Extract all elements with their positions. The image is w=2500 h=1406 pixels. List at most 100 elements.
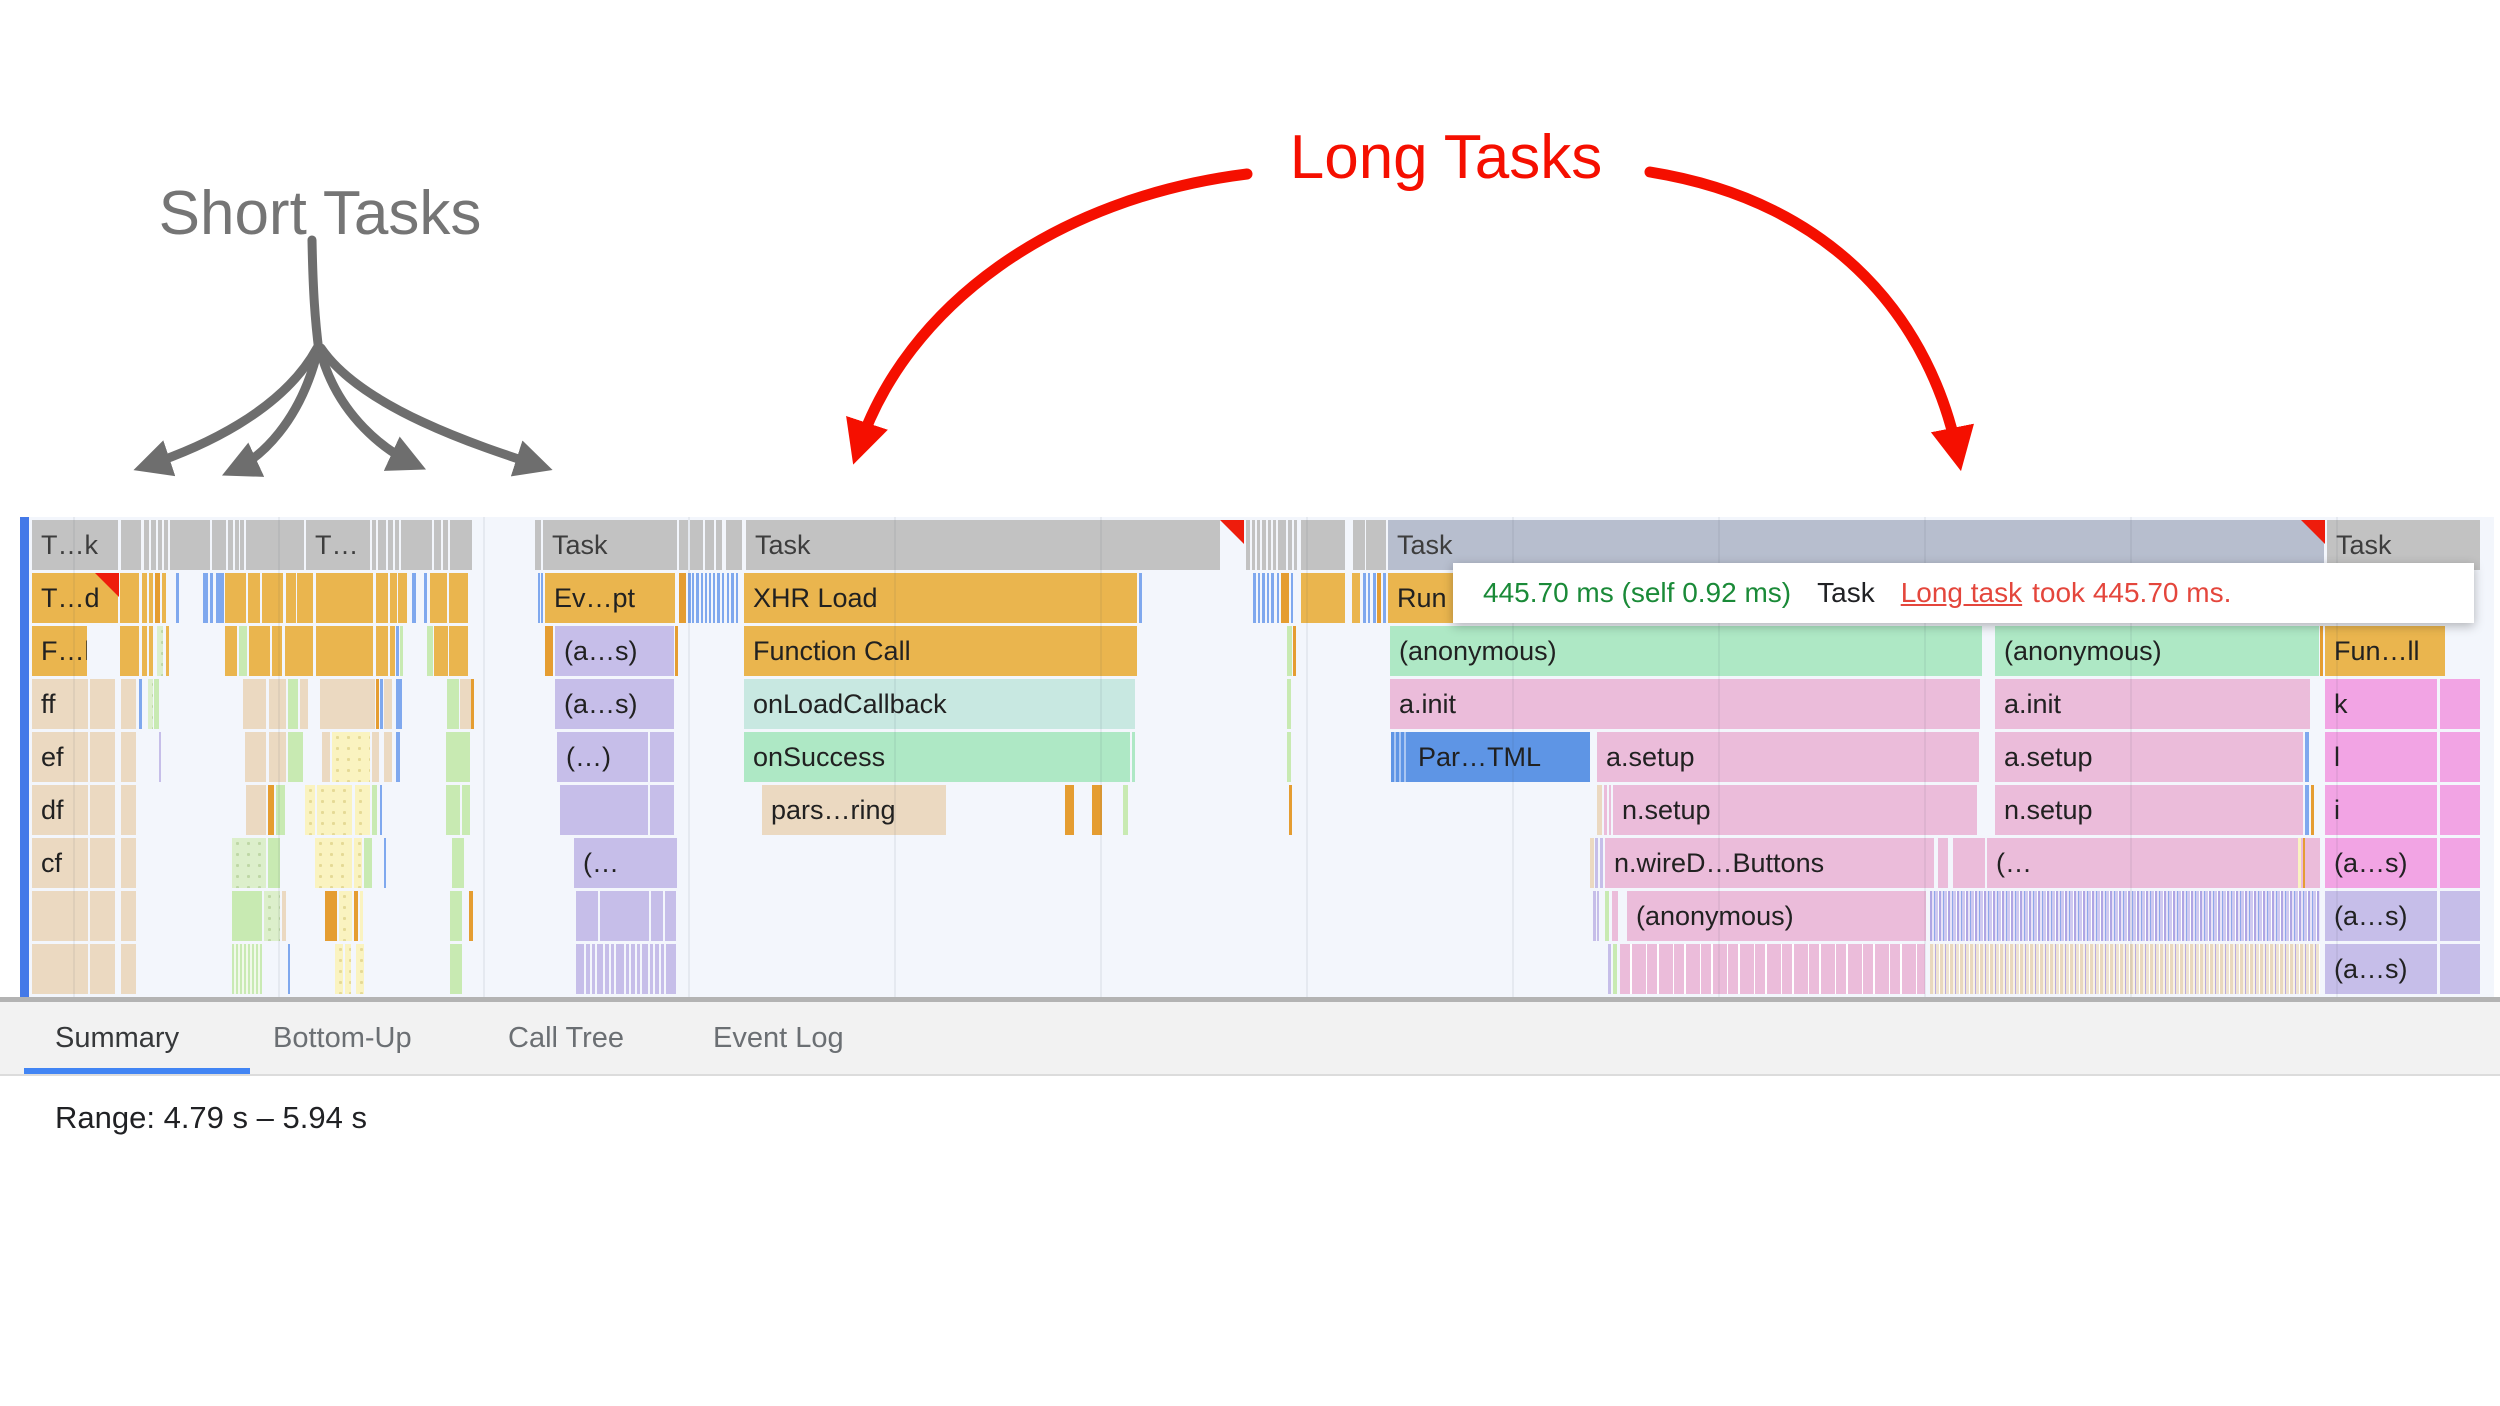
flame-bar[interactable] bbox=[212, 520, 226, 570]
flame-bar[interactable] bbox=[692, 573, 694, 623]
flame-bar[interactable] bbox=[1092, 785, 1102, 835]
flame-bar[interactable] bbox=[288, 944, 290, 994]
flame-bar[interactable] bbox=[158, 520, 162, 570]
flame-bar[interactable] bbox=[390, 626, 395, 676]
flame-bar[interactable] bbox=[1132, 732, 1135, 782]
flame-bar[interactable] bbox=[655, 944, 659, 994]
flame-bar[interactable] bbox=[1252, 520, 1255, 570]
flame-bar--a-s-[interactable]: (a…s) bbox=[555, 679, 674, 729]
flame-bar[interactable] bbox=[2440, 785, 2480, 835]
flame-bar[interactable] bbox=[1257, 520, 1260, 570]
flame-bar[interactable] bbox=[1253, 573, 1256, 623]
flame-bar--[interactable]: (… bbox=[1987, 838, 2320, 888]
flame-bar[interactable] bbox=[600, 891, 649, 941]
flame-bar-pars-ring[interactable]: pars…ring bbox=[762, 785, 946, 835]
flame-bar[interactable] bbox=[1368, 573, 1370, 623]
flame-bar[interactable] bbox=[396, 626, 399, 676]
flame-bar[interactable] bbox=[1600, 838, 1603, 888]
flame-bar[interactable] bbox=[1605, 891, 1609, 941]
flame-bar[interactable] bbox=[232, 891, 262, 941]
flame-bar[interactable] bbox=[727, 573, 729, 623]
tab-call-tree[interactable]: Call Tree bbox=[508, 1022, 625, 1054]
flame-bar-par-tml[interactable]: Par…TML bbox=[1409, 732, 1590, 782]
flame-bar--[interactable]: (…) bbox=[557, 732, 648, 782]
flame-bar-onsuccess[interactable]: onSuccess bbox=[744, 732, 1130, 782]
flame-bar[interactable] bbox=[538, 573, 540, 623]
flame-bar[interactable] bbox=[1352, 573, 1360, 623]
flame-bar[interactable] bbox=[121, 732, 136, 782]
flame-bar[interactable] bbox=[90, 891, 115, 941]
flame-bar[interactable] bbox=[376, 679, 379, 729]
flame-bar[interactable] bbox=[1612, 891, 1618, 941]
flame-bar[interactable] bbox=[245, 732, 266, 782]
flame-bar--anonymous-[interactable]: (anonymous) bbox=[1995, 626, 2319, 676]
flame-bar[interactable] bbox=[320, 679, 375, 729]
tab-bottom-up[interactable]: Bottom-Up bbox=[273, 1022, 412, 1054]
flame-bar[interactable] bbox=[450, 891, 462, 941]
flame-bar[interactable] bbox=[560, 785, 648, 835]
flame-bar[interactable] bbox=[276, 785, 285, 835]
flame-bar[interactable] bbox=[315, 838, 352, 888]
flame-bar[interactable] bbox=[412, 573, 416, 623]
flame-bar--anonymous-[interactable]: (anonymous) bbox=[1627, 891, 1926, 941]
flame-bar[interactable] bbox=[690, 520, 703, 570]
flame-bar[interactable] bbox=[650, 785, 674, 835]
flame-bar[interactable] bbox=[264, 891, 280, 941]
flame-bar[interactable] bbox=[661, 944, 664, 994]
flame-bar-task[interactable]: Task bbox=[2327, 520, 2480, 570]
flame-bar[interactable] bbox=[2311, 785, 2314, 835]
flame-bar[interactable] bbox=[272, 626, 282, 676]
flame-bar[interactable] bbox=[139, 679, 142, 729]
flame-bar[interactable] bbox=[335, 944, 343, 994]
flame-bar-onloadcallback[interactable]: onLoadCallback bbox=[744, 679, 1133, 729]
flame-bar[interactable] bbox=[1604, 785, 1607, 835]
flame-bar[interactable] bbox=[232, 944, 262, 994]
flame-bar[interactable] bbox=[400, 626, 403, 676]
flame-bar[interactable] bbox=[90, 838, 115, 888]
flame-bar[interactable] bbox=[216, 573, 224, 623]
flame-bar[interactable] bbox=[616, 944, 624, 994]
flame-bar-ev-pt[interactable]: Ev…pt bbox=[545, 573, 675, 623]
flame-bar[interactable] bbox=[701, 573, 703, 623]
flame-bar[interactable] bbox=[142, 626, 147, 676]
flame-bar[interactable] bbox=[1262, 573, 1265, 623]
flame-bar[interactable] bbox=[1258, 573, 1260, 623]
flame-bar[interactable] bbox=[225, 573, 246, 623]
flame-bar[interactable] bbox=[148, 679, 153, 729]
flame-bar[interactable] bbox=[1377, 573, 1381, 623]
flame-bar-f-l[interactable]: F…l bbox=[32, 626, 87, 676]
flame-bar[interactable] bbox=[1277, 573, 1279, 623]
flame-bar[interactable] bbox=[300, 679, 308, 729]
flame-bar[interactable] bbox=[1620, 944, 1925, 994]
flame-bar[interactable] bbox=[322, 732, 330, 782]
flame-bar[interactable] bbox=[1590, 838, 1594, 888]
flame-bar[interactable] bbox=[157, 626, 163, 676]
flame-bar[interactable] bbox=[1288, 520, 1292, 570]
flame-bar[interactable] bbox=[1278, 520, 1286, 570]
flame-bar[interactable] bbox=[576, 891, 598, 941]
flame-bar[interactable] bbox=[1595, 838, 1598, 888]
flame-bar[interactable] bbox=[726, 520, 742, 570]
flame-bar[interactable] bbox=[1391, 732, 1409, 782]
flame-bar[interactable] bbox=[345, 944, 351, 994]
flame-bar[interactable] bbox=[297, 573, 313, 623]
flame-bar[interactable] bbox=[232, 838, 266, 888]
flame-bar[interactable] bbox=[460, 679, 471, 729]
flame-bar[interactable] bbox=[631, 944, 635, 994]
flame-bar[interactable] bbox=[1291, 573, 1293, 623]
flame-bar[interactable] bbox=[121, 785, 136, 835]
flame-bar[interactable] bbox=[1293, 626, 1296, 676]
flame-bar[interactable] bbox=[1609, 785, 1611, 835]
flame-bar[interactable] bbox=[535, 520, 541, 570]
flame-bar[interactable] bbox=[1246, 520, 1250, 570]
flame-bar[interactable] bbox=[151, 520, 156, 570]
flame-bar[interactable] bbox=[210, 573, 213, 623]
flame-bar[interactable] bbox=[1953, 838, 1985, 888]
flame-bar[interactable] bbox=[243, 679, 266, 729]
flame-bar[interactable] bbox=[675, 626, 678, 676]
flame-bar-fun-ll[interactable]: Fun…ll bbox=[2325, 626, 2445, 676]
flame-chart[interactable]: T…k T… Task Task Task Task T…d Ev…pt XHR Load Run… bbox=[20, 517, 2494, 997]
flame-bar-n-wired-buttons[interactable]: n.wireD…Buttons bbox=[1605, 838, 1934, 888]
flame-bar[interactable] bbox=[450, 520, 472, 570]
flame-bar[interactable] bbox=[1271, 573, 1274, 623]
